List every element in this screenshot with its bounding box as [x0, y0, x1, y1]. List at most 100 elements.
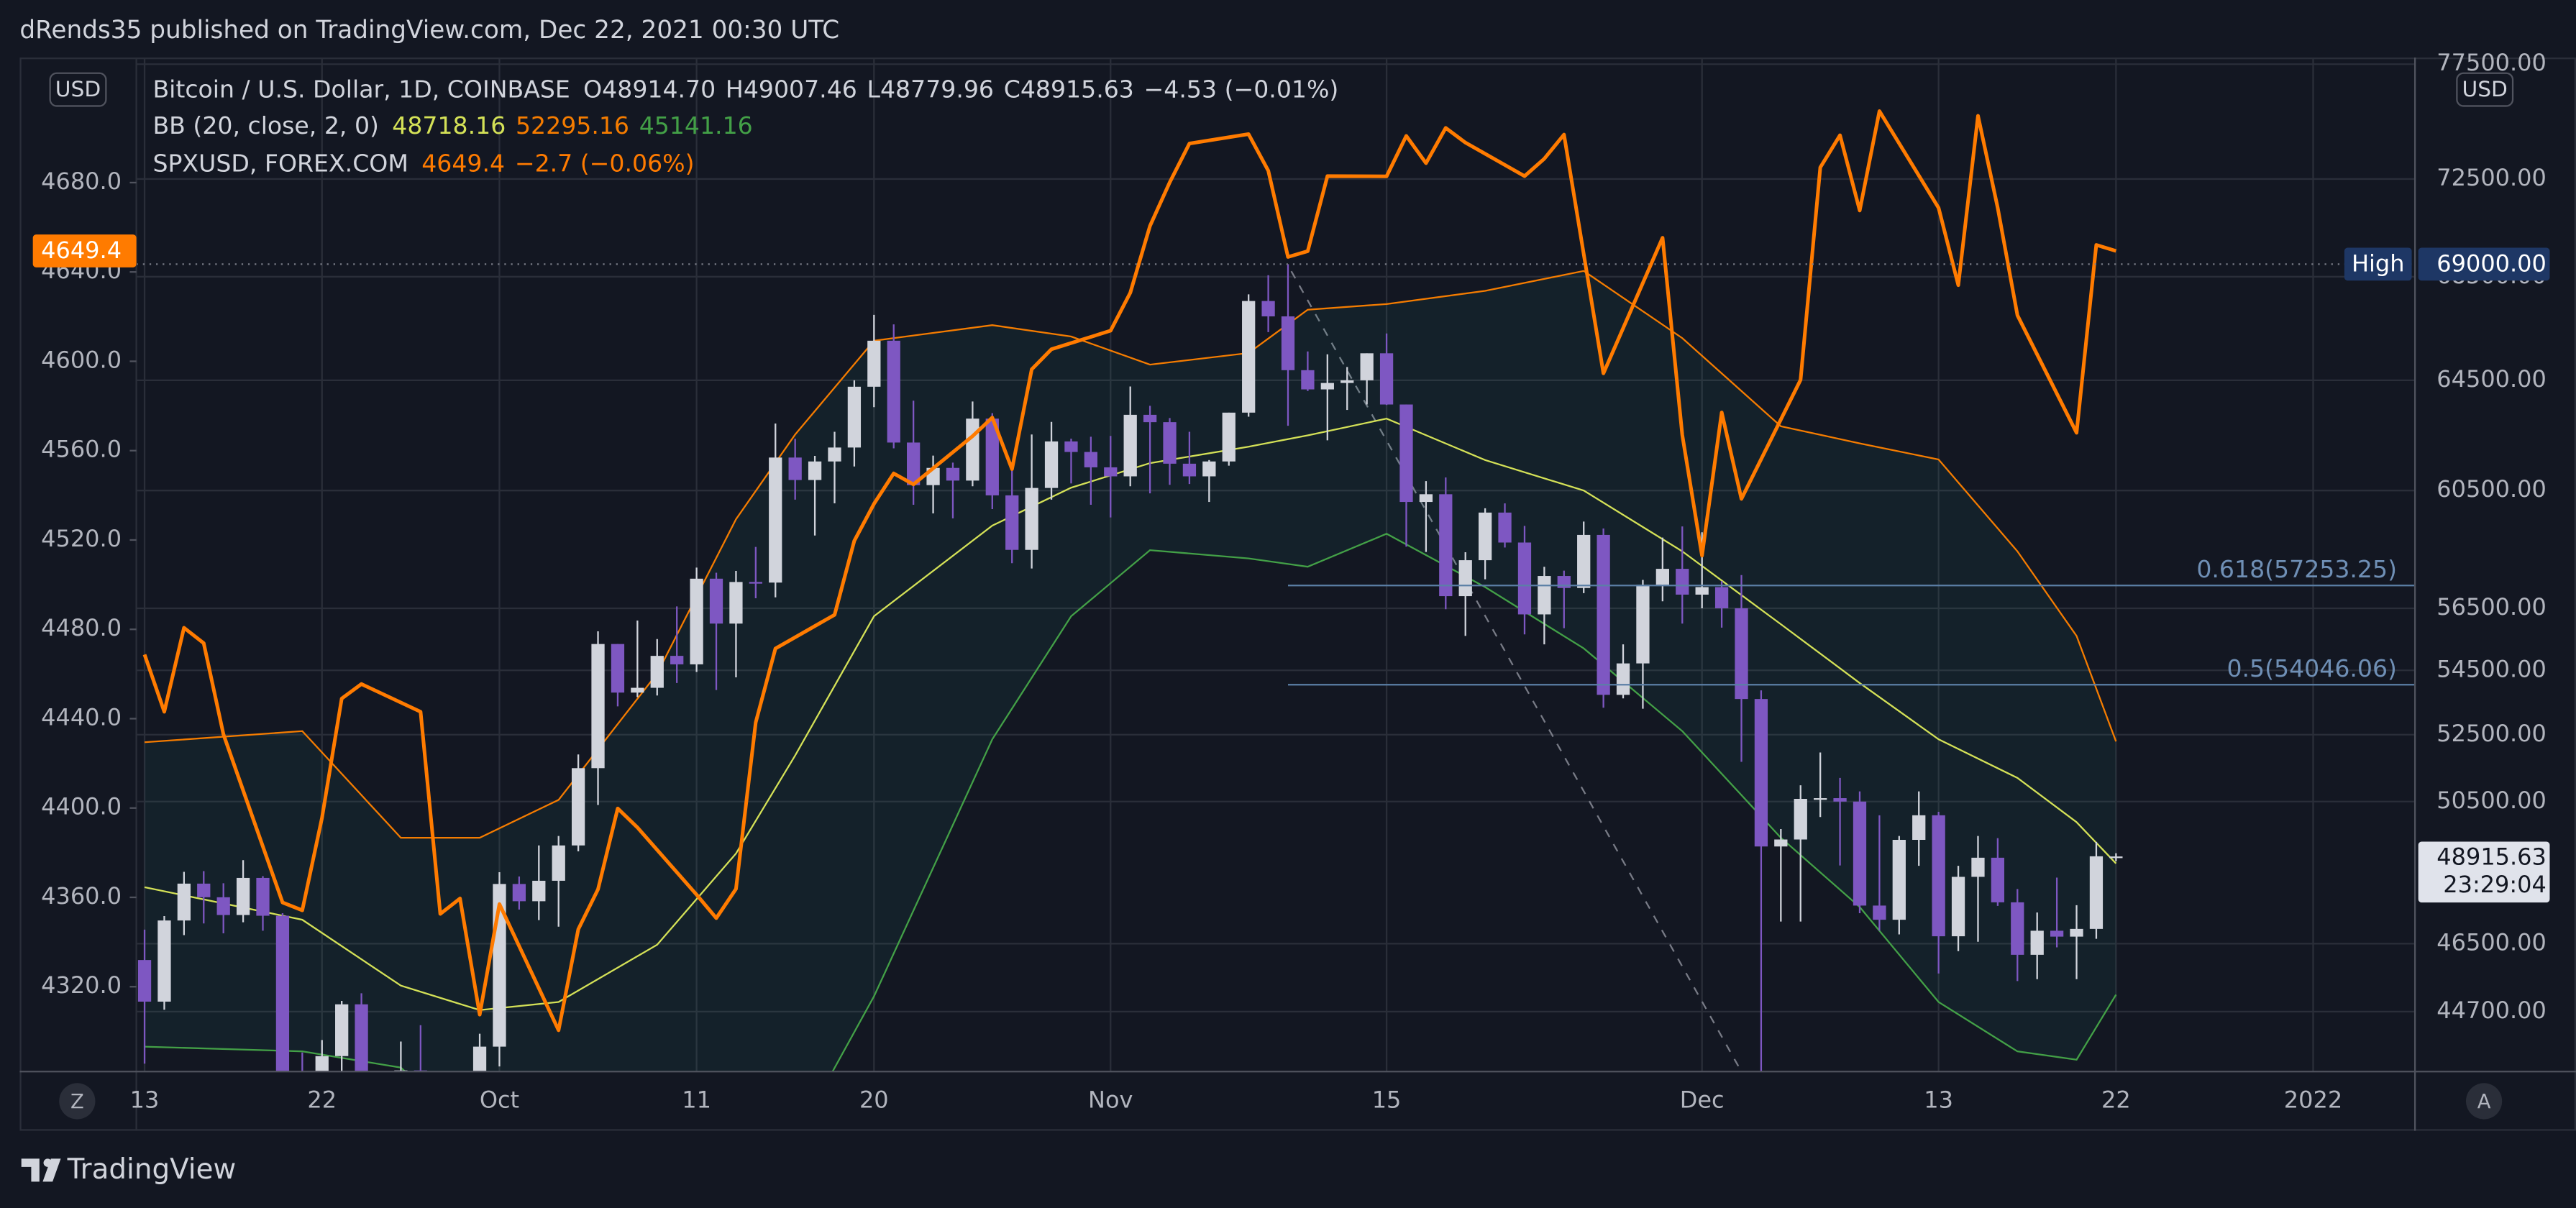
candle-body [1577, 534, 1591, 588]
x-tick-label: 20 [859, 1086, 889, 1113]
candle-body [709, 578, 723, 624]
candle-body [1360, 353, 1374, 380]
y2-tick-label: 60500.00 [2436, 475, 2547, 503]
button-label[interactable]: Z [70, 1091, 84, 1113]
y-tick-label: 4440.0 [41, 703, 122, 731]
candle-body [137, 960, 152, 1002]
candle-body [1281, 316, 1295, 370]
y2-tick-label: 77500.00 [2436, 49, 2547, 76]
legend-value: 48718.16 [392, 111, 506, 139]
candle-body [729, 582, 743, 624]
brand-logo [43, 1158, 52, 1167]
legend-value: 52295.16 [516, 111, 629, 139]
series-name: Bitcoin / U.S. Dollar, 1D, COINBASE [152, 75, 570, 103]
x-tick-label: Dec [1680, 1086, 1725, 1113]
button[interactable] [2465, 1083, 2503, 1120]
y-tick-label: 4360.0 [41, 882, 122, 910]
high-tag [2344, 247, 2412, 281]
legend-value: L48779.96 [867, 75, 994, 103]
candle-body [1182, 463, 1197, 477]
candle-body [1242, 301, 1256, 413]
axes: USD USD Z A 4320.0 4360.0 4400.0 4440.0 4480… [19, 49, 2576, 1131]
candle-body [2011, 902, 2024, 955]
candle-body [236, 877, 250, 915]
unit-label[interactable]: USD [2462, 77, 2508, 102]
x-tick-label: Oct [480, 1086, 519, 1113]
candle-body [828, 447, 841, 462]
unit-box[interactable] [49, 72, 107, 107]
candle-body [1892, 839, 1906, 920]
candle-body [532, 880, 546, 902]
candle-body [966, 418, 979, 481]
brand: TradingView [67, 1153, 237, 1186]
x-tick-label: 15 [1372, 1086, 1402, 1113]
unit-label[interactable]: USD [55, 77, 101, 102]
legend-value: −2.7 (−0.06%) [515, 149, 695, 177]
button[interactable] [59, 1083, 96, 1120]
y-tick-label: 4600.0 [41, 346, 122, 373]
button-label[interactable]: A [2477, 1091, 2491, 1113]
candle-body [1695, 587, 1709, 595]
footer: TradingView [21, 1153, 237, 1186]
legend: Bitcoin / U.S. Dollar, 1D, COINBASE O4891… [152, 75, 1338, 177]
candle-body [1814, 798, 1827, 800]
header: dRends35 published on TradingView.com, D… [19, 16, 839, 45]
candle-body [769, 457, 782, 583]
candle-body [177, 883, 191, 921]
candle-body [1833, 798, 1847, 802]
y2-tick-label: 44700.00 [2436, 997, 2547, 1024]
candle-body [315, 1056, 329, 1072]
candle-body [1912, 815, 1926, 840]
candle-body [1714, 587, 1729, 608]
x-tick-label: 13 [1924, 1086, 1953, 1113]
y-tick-label: 4520.0 [41, 525, 122, 552]
high-price-tag [2418, 247, 2550, 281]
band-line [144, 533, 2117, 1072]
candle-body [1399, 404, 1413, 503]
y-tick-label: 4320.0 [41, 971, 122, 999]
candle-body [512, 884, 526, 902]
last-price-label: 48915.63 [2436, 843, 2547, 870]
candle-body [867, 340, 881, 387]
unit-box[interactable] [2456, 72, 2514, 107]
candle-body [1064, 441, 1078, 452]
candle-body [1774, 839, 1788, 847]
fib-label: 0.5(54046.06) [2226, 654, 2397, 682]
candle-body [1735, 608, 1748, 700]
candle-body [670, 656, 684, 664]
candle-body [1932, 815, 1945, 937]
candle-body [571, 768, 585, 846]
candle-body [1084, 452, 1098, 467]
candle-body [1044, 441, 1059, 488]
candle-body [2070, 928, 2083, 937]
legend-value: C48915.63 [1004, 75, 1134, 103]
candle-body [1636, 585, 1650, 664]
candle-body [591, 644, 605, 769]
high-tag-label: High [2352, 250, 2404, 278]
y2-tick-label: 64500.00 [2436, 365, 2547, 393]
candle-body [197, 883, 211, 897]
y2-tick-label: 54500.00 [2436, 655, 2547, 682]
band-fill [145, 270, 2116, 1072]
x-tick-label: 22 [2101, 1086, 2131, 1113]
countdown-label: 23:29:04 [2443, 871, 2547, 898]
fib-label: 0.618(57253.25) [2196, 555, 2397, 583]
y-tick-label: 4680.0 [41, 168, 122, 195]
candle-body [1458, 560, 1472, 597]
spx-tag-label: 4649.4 [41, 237, 122, 264]
y2-tick-label: 50500.00 [2436, 787, 2547, 814]
candle-body [256, 877, 270, 916]
y2-tick-label: 46500.00 [2436, 928, 2547, 956]
candle-body [1971, 857, 1985, 877]
candle-body [1163, 422, 1177, 464]
candle-body [2030, 930, 2044, 955]
high-price-label: 69000.00 [2436, 250, 2547, 278]
candle-body [355, 1004, 368, 1072]
candle-body [1379, 353, 1394, 405]
grid [136, 58, 2416, 1072]
legend-row: Bitcoin / U.S. Dollar, 1D, COINBASE O4891… [152, 75, 1338, 103]
candle-body [1991, 857, 2005, 902]
candle-body [1676, 569, 1689, 595]
candle-body [1005, 495, 1019, 550]
x-tick-label: 13 [130, 1086, 160, 1113]
